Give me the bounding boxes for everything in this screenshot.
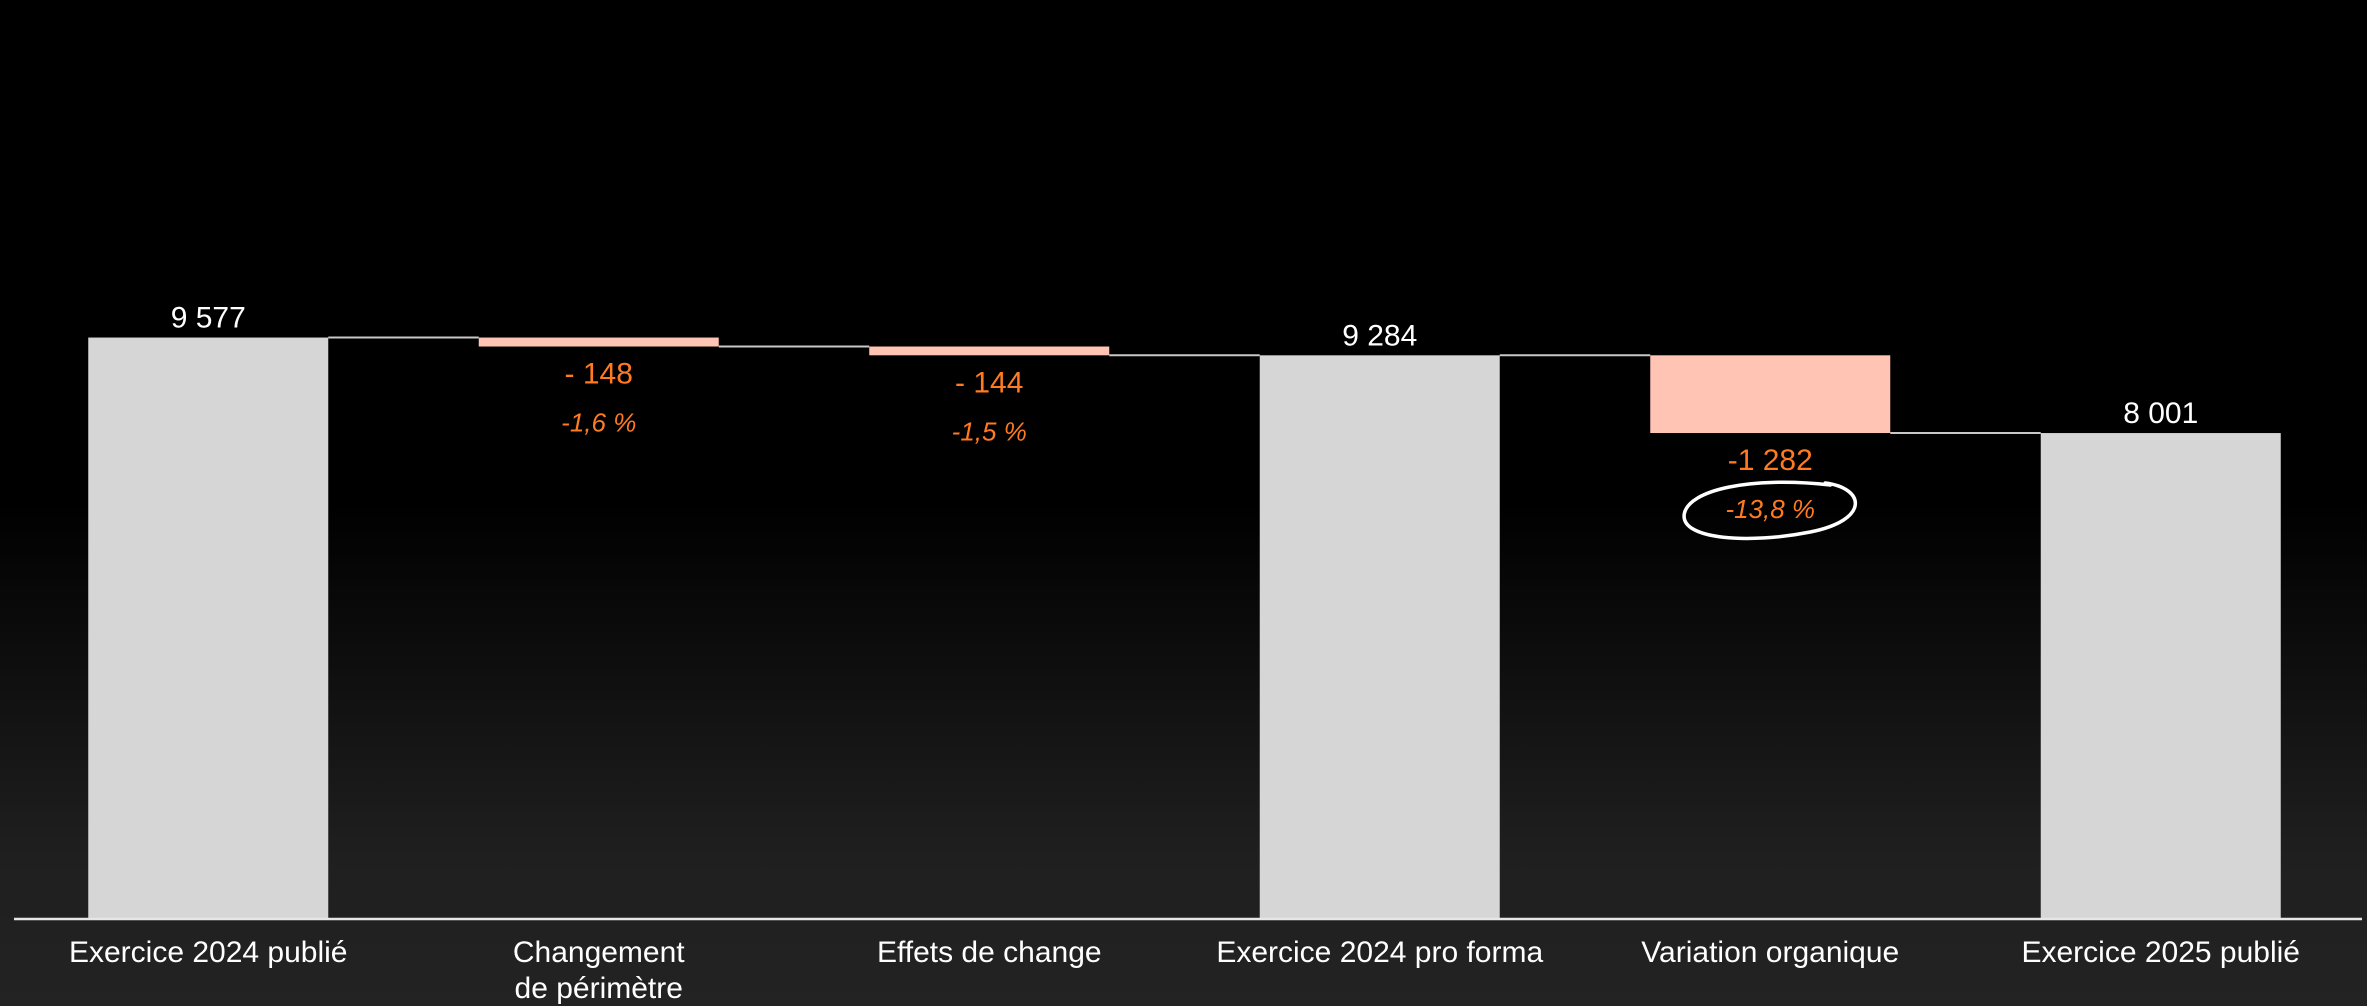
category-label: Variation organique — [1641, 936, 1899, 969]
data-label: -1 282 — [1728, 444, 1813, 477]
highlight-circle-icon — [1682, 480, 1857, 541]
category-label: de périmètre — [515, 972, 683, 1005]
data-label: - 144 — [955, 366, 1023, 399]
category-label: Exercice 2024 publié — [69, 936, 348, 969]
percent-label: -13,8 % — [1725, 494, 1815, 524]
percent-label: -1,5 % — [952, 416, 1027, 446]
total-bar — [88, 337, 329, 918]
decrease-bar — [1650, 355, 1891, 433]
decrease-bar — [869, 346, 1110, 356]
decrease-bar — [478, 337, 719, 347]
total-bar — [2040, 433, 2281, 918]
percent-label: -1,6 % — [561, 408, 636, 438]
data-label: 8 001 — [2123, 397, 2198, 430]
data-label: 9 284 — [1342, 319, 1417, 352]
category-label: Exercice 2024 pro forma — [1216, 936, 1543, 969]
data-label: - 148 — [565, 358, 633, 391]
category-label: Exercice 2025 publié — [2021, 936, 2300, 969]
category-label: Effets de change — [877, 936, 1102, 969]
total-bar — [1259, 355, 1500, 918]
category-label: Changement — [513, 936, 685, 969]
data-label: 9 577 — [171, 302, 246, 335]
